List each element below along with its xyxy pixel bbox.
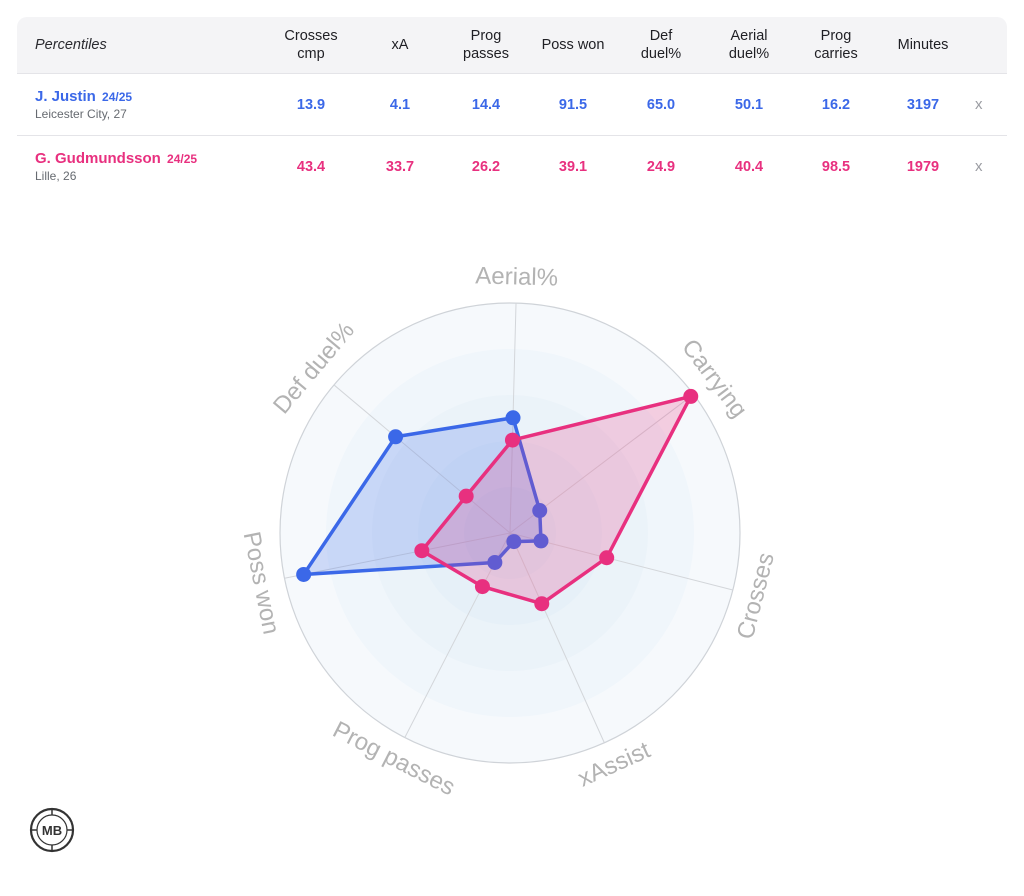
series-area bbox=[420, 394, 693, 606]
data-point bbox=[296, 566, 312, 582]
axis-label: Crosses bbox=[732, 550, 780, 642]
header-xa: xA bbox=[391, 37, 409, 53]
remove-player-button[interactable]: x bbox=[975, 158, 983, 175]
value-crosses-cmp: 13.9 bbox=[296, 96, 326, 113]
value-prog-passes: 14.4 bbox=[471, 96, 501, 113]
table-row: J. Justin 24/25 Leicester City, 27 13.9 … bbox=[17, 74, 1007, 136]
data-point bbox=[683, 388, 699, 404]
player-info: Lille, 26 bbox=[35, 169, 77, 183]
radar-spoke bbox=[333, 384, 511, 534]
table-row: G. Gudmundsson 24/25 Lille, 26 43.4 33.7… bbox=[17, 136, 1007, 197]
header-prog-passes: Prog passes bbox=[463, 28, 509, 62]
value-prog-passes: 26.2 bbox=[471, 158, 501, 175]
player-info: Leicester City, 27 bbox=[35, 107, 127, 121]
radar-spoke bbox=[509, 532, 605, 743]
axis-label: Aerial% bbox=[475, 262, 558, 291]
data-point bbox=[458, 488, 474, 504]
data-point bbox=[599, 550, 615, 566]
data-point bbox=[532, 503, 548, 519]
data-point bbox=[505, 410, 521, 426]
value-aerial-duel: 40.4 bbox=[734, 158, 764, 175]
svg-text:MB: MB bbox=[42, 823, 62, 838]
value-minutes: 1979 bbox=[906, 158, 940, 175]
data-point bbox=[388, 429, 404, 445]
value-xa: 33.7 bbox=[385, 158, 415, 175]
data-point bbox=[474, 579, 490, 595]
value-def-duel: 24.9 bbox=[646, 158, 676, 175]
remove-player-button[interactable]: x bbox=[975, 96, 983, 113]
header-def-duel: Def duel% bbox=[640, 28, 682, 62]
data-point bbox=[504, 432, 520, 448]
header-prog-carries: Prog carries bbox=[814, 28, 858, 62]
data-point bbox=[534, 596, 550, 612]
value-xa: 4.1 bbox=[389, 96, 411, 113]
percentiles-table: Percentiles Crosses cmp xA Prog passes Pos… bbox=[17, 17, 1007, 197]
radar-spoke bbox=[284, 532, 511, 579]
value-crosses-cmp: 43.4 bbox=[296, 158, 326, 175]
value-poss-won: 91.5 bbox=[558, 96, 588, 113]
value-prog-carries: 98.5 bbox=[821, 158, 851, 175]
data-point bbox=[487, 554, 503, 570]
player-name[interactable]: G. Gudmundsson 24/25 bbox=[35, 150, 198, 167]
header-crosses-cmp: Crosses cmp bbox=[284, 28, 338, 62]
header-minutes: Minutes bbox=[897, 37, 949, 53]
header-aerial-duel: Aerial duel% bbox=[728, 28, 770, 62]
data-point bbox=[506, 534, 522, 550]
value-prog-carries: 16.2 bbox=[821, 96, 851, 113]
value-aerial-duel: 50.1 bbox=[734, 96, 764, 113]
mb-logo: MB bbox=[29, 807, 75, 853]
player-name[interactable]: J. Justin 24/25 bbox=[35, 88, 133, 105]
value-def-duel: 65.0 bbox=[646, 96, 676, 113]
data-point bbox=[533, 533, 549, 549]
header-poss-won: Poss won bbox=[541, 37, 605, 53]
data-point bbox=[414, 543, 430, 559]
header-percentiles: Percentiles bbox=[35, 37, 107, 53]
table-header: Percentiles Crosses cmp xA Prog passes Pos… bbox=[17, 17, 1007, 74]
value-poss-won: 39.1 bbox=[558, 158, 588, 175]
value-minutes: 3197 bbox=[906, 96, 940, 113]
axis-label: Poss won bbox=[238, 529, 285, 636]
